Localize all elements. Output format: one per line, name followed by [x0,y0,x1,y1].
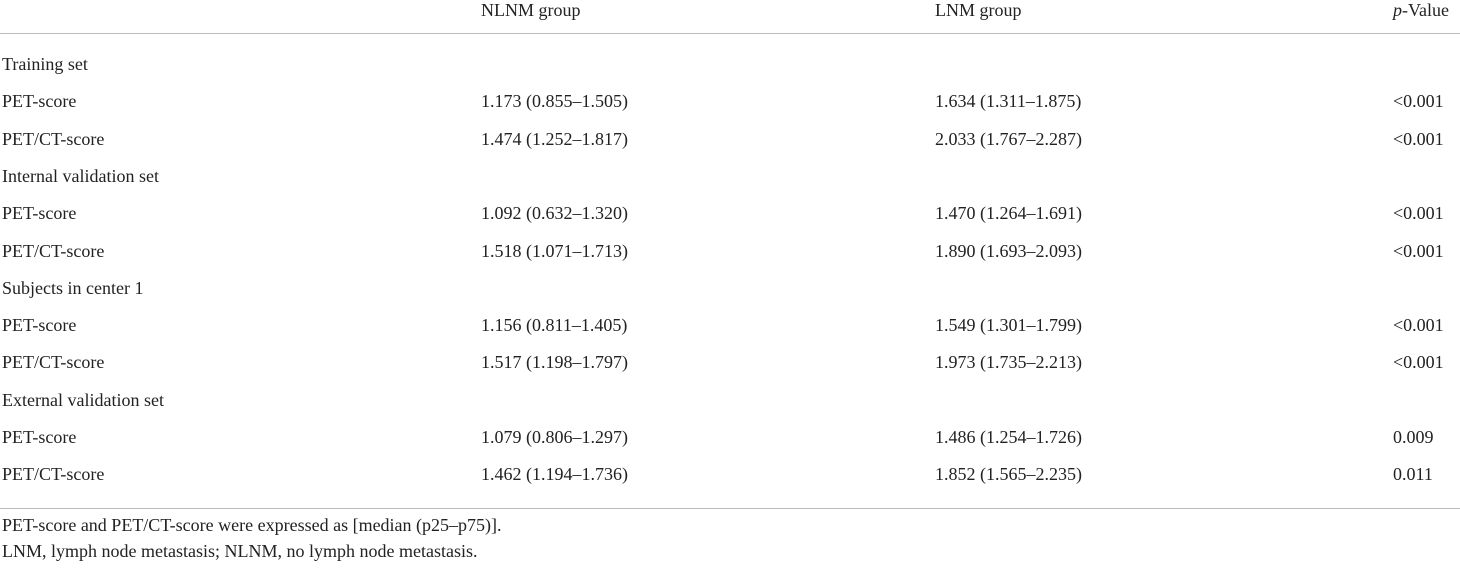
cell: <0.001 [1393,352,1444,373]
cell: 1.973 (1.735–2.213) [935,352,1082,373]
cell: <0.001 [1393,240,1444,261]
cell: <0.001 [1393,203,1444,224]
cell: 1.092 (0.632–1.320) [481,203,628,224]
cell: 1.634 (1.311–1.875) [935,91,1082,112]
cell: 1.852 (1.565–2.235) [935,464,1082,485]
bottom-rule [0,508,1460,509]
header-italic: p [1393,0,1402,20]
cell: 1.079 (0.806–1.297) [481,427,628,447]
cell: 1.890 (1.693–2.093) [935,240,1082,261]
row-label: PET-score [2,203,77,224]
footnote: LNM, lymph node metastasis; NLNM, no lym… [2,541,478,561]
header-cell: NLNM group [481,0,581,20]
cell: 1.486 (1.254–1.726) [935,427,1082,447]
cell: 1.470 (1.264–1.691) [935,203,1082,224]
section-title: Training set [2,54,88,74]
cell: 1.549 (1.301–1.799) [935,315,1082,336]
row-label: PET/CT-score [2,352,105,373]
cell: 2.033 (1.767–2.287) [935,128,1082,149]
footnote: PET-score and PET/CT-score were expresse… [2,515,502,535]
cell: 1.517 (1.198–1.797) [481,352,628,373]
section-title: Subjects in center 1 [2,277,144,298]
cell: 0.011 [1393,464,1433,485]
cell: 0.009 [1393,427,1434,447]
cell: 1.156 (0.811–1.405) [481,315,628,336]
section-title: External validation set [2,389,164,410]
cell: <0.001 [1393,315,1444,336]
cell: 1.474 (1.252–1.817) [481,128,628,149]
cell: 1.518 (1.071–1.713) [481,240,628,261]
row-label: PET-score [2,91,77,112]
row-label: PET-score [2,315,77,336]
row-label: PET-score [2,427,77,447]
cell: 1.462 (1.194–1.736) [481,464,628,485]
row-label: PET/CT-score [2,464,105,485]
cell: <0.001 [1393,128,1444,149]
row-label: PET/CT-score [2,128,105,149]
row-label: PET/CT-score [2,240,105,261]
header-text: -Value [1402,0,1449,20]
section-title: Internal validation set [2,165,159,186]
header-rule [0,33,1460,34]
header-cell: p-Value [1393,0,1449,20]
header-cell: LNM group [935,0,1022,20]
cell: 1.173 (0.855–1.505) [481,91,628,112]
cell: <0.001 [1393,91,1444,112]
